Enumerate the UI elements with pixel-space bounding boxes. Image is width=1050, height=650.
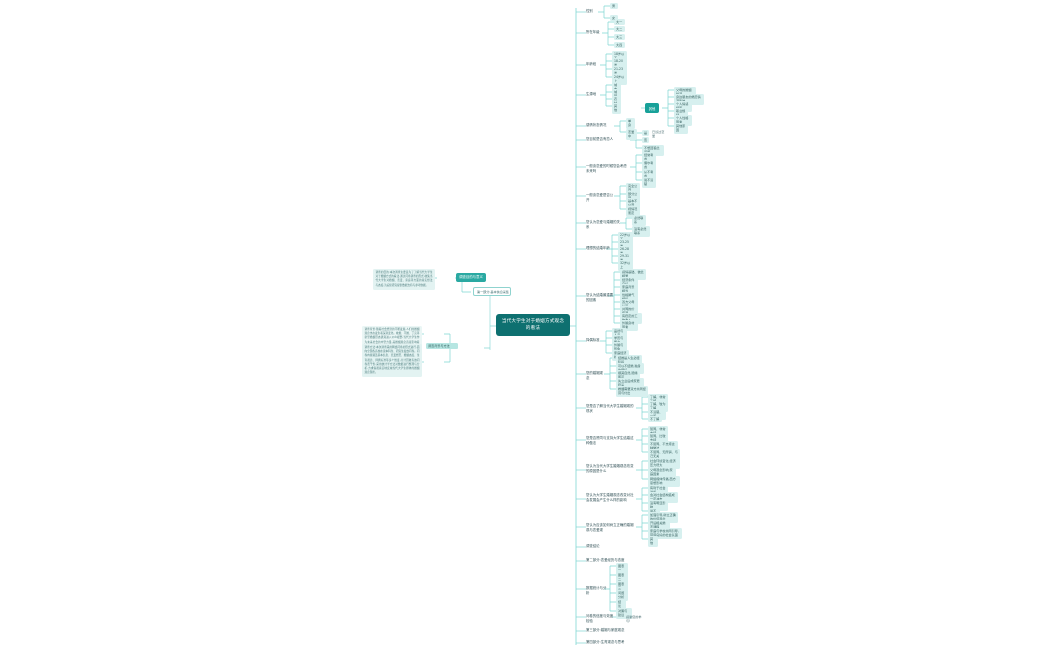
topic-social-impact[interactable]: 您认为大学生婚姻观念改变对社会发展会产生什么样的影响 [586, 493, 634, 502]
option-age-4[interactable]: 24岁以上 [612, 74, 627, 85]
option-relation-2[interactable]: 没有必然联系 [632, 226, 650, 237]
highlight-group-node[interactable]: 其他 [645, 103, 659, 113]
topic-conclusion[interactable]: 调查结论 [586, 544, 600, 548]
option-future-3[interactable]: 从不考虑 [642, 169, 656, 180]
option-analysis-6[interactable]: 对策与建议 [616, 608, 632, 619]
topic-marriage-view[interactable]: 您的婚姻观念 [586, 371, 603, 380]
option-aware-2[interactable]: 了解、较为了解 [648, 401, 668, 412]
topic-how-to-build-view[interactable]: 您认为应该如何树立正确的婚姻观与恋爱观 [586, 523, 634, 532]
option-hometown-4[interactable]: 其他 [612, 103, 621, 114]
option-gender-male[interactable]: 男 [610, 3, 618, 10]
option-reason-3[interactable]: 网络媒体传播,西方思想影响 [648, 476, 680, 487]
option-status-dating[interactable]: 恋爱中 [626, 129, 637, 140]
option-reason-1[interactable]: 社会环境变化,经济压力增大 [648, 458, 680, 469]
option-factor-1[interactable]: 感情基础、彼此相爱 [620, 269, 646, 280]
option-impact-3[interactable]: 没有明显影响 [648, 500, 668, 511]
left-method-paragraph[interactable]: 调查方法:本次调查采用网络问卷的形式进行,面向全国各高校在读本科生、研究生发放问… [362, 344, 422, 378]
option-howto-3[interactable]: 家庭与学校共同引导,营造良好的社会氛围 [648, 528, 682, 539]
option-analysis-1[interactable]: 图表一 [616, 563, 628, 574]
topic-grade[interactable]: 所在年级 [586, 30, 600, 34]
topic-support-student-marriage[interactable]: 您是否赞同与支持大学生结婚这种做法 [586, 436, 634, 445]
option-support-2[interactable]: 赞同、比较支持 [648, 433, 668, 444]
topic-thanks-note[interactable]: 感谢您的参与! [626, 615, 642, 624]
option-grade-1[interactable]: 大一 [614, 19, 625, 26]
option-status-dating-expand[interactable]: 已谈过恋爱 [652, 130, 665, 139]
option-view-5[interactable]: 婚姻需要双方共同经营与付出 [616, 386, 648, 397]
option-partner-no[interactable]: 否 [642, 137, 649, 144]
topic-marriage-key-factor[interactable]: 您认为结婚最重要的因素 [586, 293, 614, 302]
option-status-single[interactable]: 单身 [626, 118, 635, 129]
topic-public-relationship[interactable]: 一般谈恋爱是否公开 [586, 193, 614, 202]
option-ideal-age-5[interactable]: 32岁以上 [618, 260, 633, 271]
option-future-4[interactable]: 说不清楚 [642, 177, 656, 188]
option-analysis-5[interactable]: 结论 [616, 599, 626, 610]
option-future-1[interactable]: 经常考虑 [642, 152, 656, 163]
topic-section-four[interactable]: 第四部分:生育观念与思考 [586, 640, 625, 644]
topic-section-three[interactable]: 第三部分:婚姻与家庭观念 [586, 628, 625, 632]
topic-reason-of-change[interactable]: 您认为当代大学生婚姻观念改变的原因是什么 [586, 464, 634, 473]
left-method-tag[interactable]: 调查背景与方法 [426, 343, 458, 350]
highlight-option-5[interactable]: 个人性格因素 [674, 115, 692, 126]
left-purpose-tag[interactable]: 调查目的与意义 [456, 273, 486, 282]
topic-has-partner[interactable]: 您目前是否有恋人 [586, 137, 614, 141]
option-gender-female[interactable]: 女 [610, 15, 618, 22]
topic-mate-criteria[interactable]: 择偶标准 [586, 338, 600, 342]
option-relation-1[interactable]: 必然联系 [632, 215, 646, 226]
topic-hometown[interactable]: 生源地 [586, 92, 597, 96]
option-howto-4[interactable]: 其他 [648, 536, 658, 547]
option-howto-1[interactable]: 加强引导,树立正确的价值观念 [648, 512, 678, 523]
option-view-1[interactable]: 结婚是人生必经阶段 [616, 355, 642, 366]
left-purpose-paragraph[interactable]: 调查的目的:本次调查主要是为了了解当代大学生对于婚姻方式的看法,通过问卷调查的形… [373, 269, 435, 290]
option-public-3[interactable]: 基本不公开 [626, 198, 640, 209]
option-grade-2[interactable]: 大二 [614, 26, 625, 33]
option-analysis-4[interactable]: 问题分析 [616, 590, 628, 601]
option-support-3[interactable]: 不赞同、不支持这种做法 [648, 441, 678, 452]
option-public-4[interactable]: 视情况而定 [626, 206, 640, 217]
option-future-2[interactable]: 偶尔考虑 [642, 160, 656, 171]
option-factor-8[interactable]: 外貌身材因素 [620, 320, 638, 331]
left-section-one-node[interactable]: 第一部分:基本信息采集 [473, 287, 511, 297]
topic-data-analysis[interactable]: 数据统计与分析 [586, 586, 607, 595]
root-node[interactable]: 当代大学生对于婚姻方式观念的看法 [496, 314, 570, 337]
topic-love-marriage-relation[interactable]: 您认为恋爱与婚姻的关系 [586, 220, 620, 229]
option-analysis-3[interactable]: 图表三 [616, 581, 628, 592]
option-view-3[interactable]: 顺其自然,随缘即可 [616, 370, 640, 381]
option-view-4[interactable]: 先立业后成家更稳妥 [616, 378, 644, 389]
highlight-option-6[interactable]: 其他原因 [674, 123, 688, 134]
option-impact-2[interactable]: 会对社会结构造成一定冲击 [648, 492, 678, 503]
topic-ideal-marriage-age[interactable]: 理想的结婚年龄 [586, 246, 610, 250]
topic-section-two[interactable]: 第二部分:恋爱经历与态度 [586, 558, 625, 562]
option-support-4[interactable]: 不赞同、无所谓、与己无关 [648, 449, 680, 460]
option-grade-4[interactable]: 大四 [614, 42, 625, 49]
option-analysis-2[interactable]: 图表二 [616, 572, 628, 583]
topic-relationship-status[interactable]: 感情状态情况 [586, 123, 607, 127]
option-howto-2[interactable]: 开设相关婚恋课程 [648, 520, 670, 531]
topic-consider-future[interactable]: 一般谈恋爱的时候您会考虑未来吗 [586, 164, 627, 173]
topic-gender[interactable]: 性别 [586, 9, 593, 13]
topic-reliability-validity[interactable]: 问卷的信度与效度检验 [586, 614, 614, 623]
option-partner-yes[interactable]: 是 [642, 130, 649, 137]
topic-age[interactable]: 年龄段 [586, 62, 597, 66]
option-grade-3[interactable]: 大三 [614, 34, 625, 41]
option-age-2[interactable]: 18-20岁 [612, 58, 627, 69]
option-factor-3[interactable]: 家庭背景相当 [620, 284, 638, 295]
option-age-3[interactable]: 21-23岁 [612, 66, 627, 77]
option-criteria-3[interactable]: 外貌与形象 [612, 342, 627, 353]
option-public-1[interactable]: 完全公开 [626, 183, 640, 194]
topic-aware-of-status[interactable]: 您是否了解当代大学生婚姻观的现状 [586, 404, 634, 413]
option-reason-2[interactable]: 父母观念影响,家庭因素 [648, 467, 676, 478]
option-aware-4[interactable]: 不了解 [648, 416, 662, 423]
